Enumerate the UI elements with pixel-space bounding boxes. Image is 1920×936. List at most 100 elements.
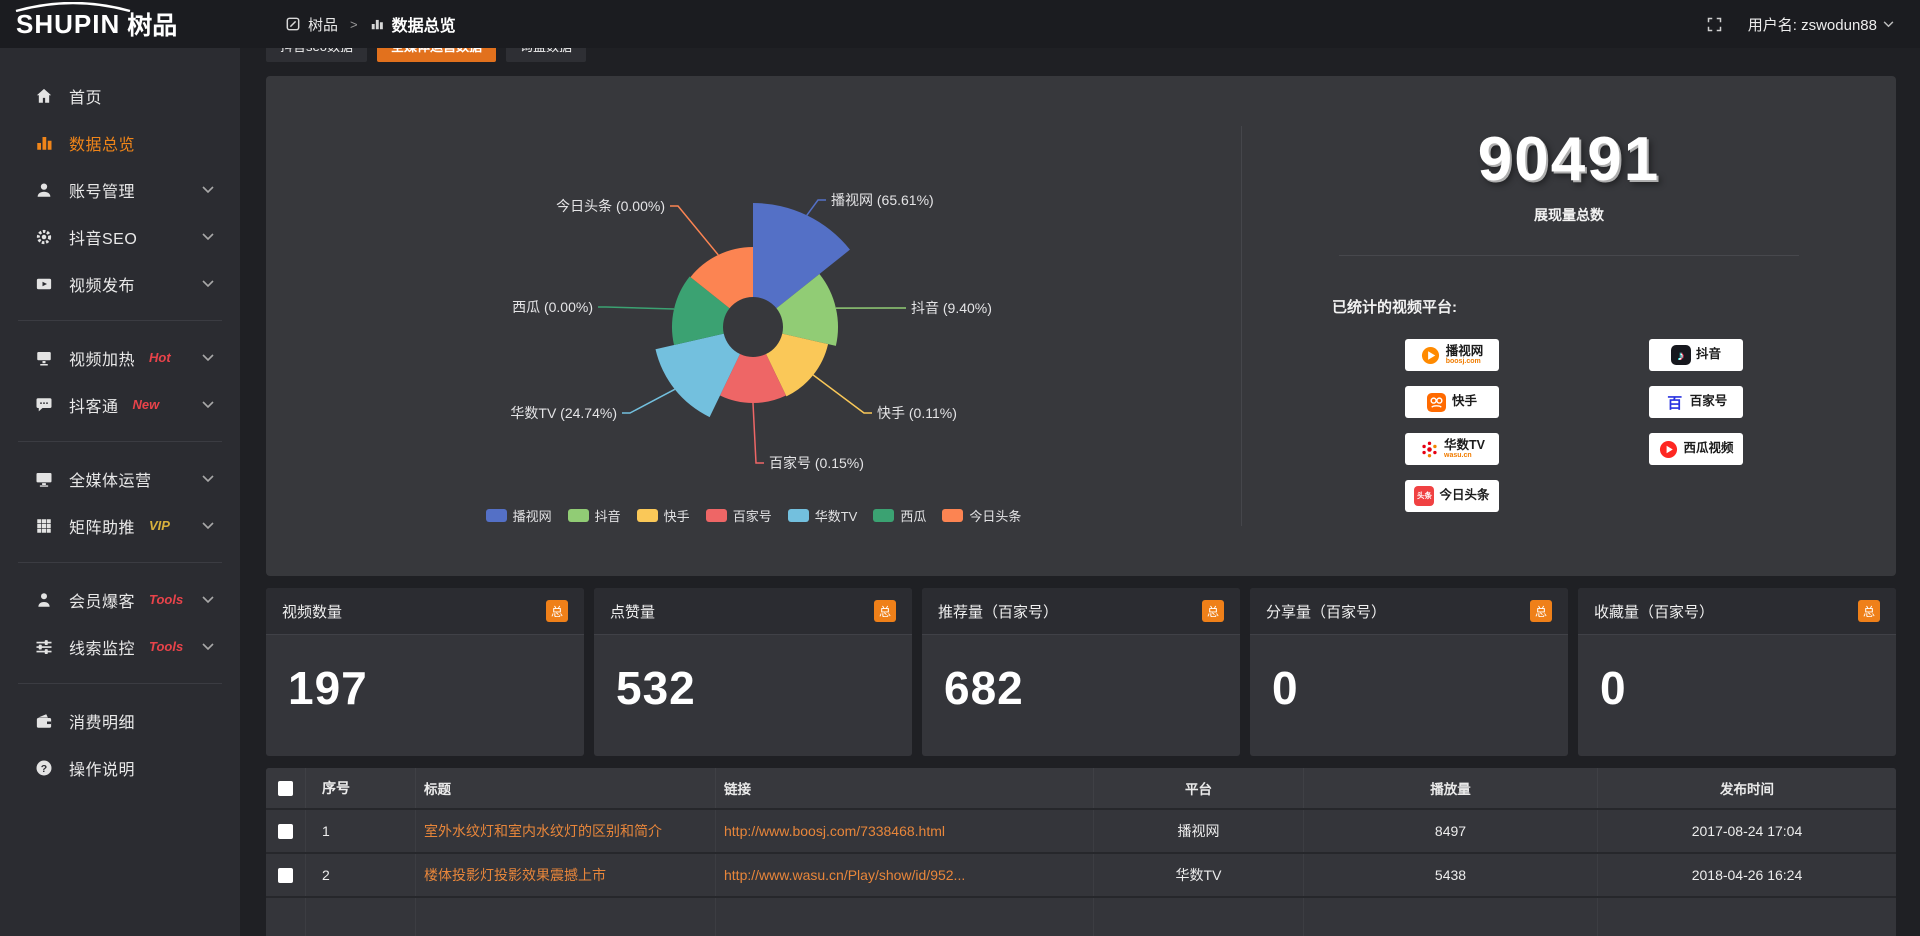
pie-label: 抖音 (9.40%) xyxy=(911,300,992,316)
card-title: 推荐量（百家号） xyxy=(938,603,1059,621)
pie-label-line xyxy=(812,374,872,414)
member-icon xyxy=(34,590,54,610)
cell-link[interactable]: http://www.boosj.com/7338468.html xyxy=(716,810,1094,852)
sidebar-item-label: 矩阵助推 xyxy=(69,519,136,537)
total-badge[interactable]: 总 xyxy=(1530,600,1552,622)
impressions-total-label: 展现量总数 xyxy=(1534,207,1604,223)
chevron-down-icon xyxy=(1883,20,1894,28)
sidebar-item-matrix-boost[interactable]: 矩阵助推 VIP xyxy=(0,502,240,549)
legend-item[interactable]: 百家号 xyxy=(705,506,772,525)
row-checkbox[interactable] xyxy=(278,823,293,839)
breadcrumb-current[interactable]: 数据总览 xyxy=(391,18,456,35)
platform-badge-toutiao: 头条 今日头条 xyxy=(1405,480,1499,512)
pie-slice-快手[interactable] xyxy=(766,333,829,397)
legend-item[interactable]: 快手 xyxy=(636,506,690,525)
main-content: 抖音seo数据 全媒体运营数据 询盘数据 播视网 (65.61%)抖音 (9.4… xyxy=(240,0,1920,936)
legend-label: 播视网 xyxy=(512,509,552,524)
col-header-plays: 播放量 xyxy=(1304,768,1598,808)
sidebar-item-help[interactable]: ? 操作说明 xyxy=(0,744,240,791)
douyin-logo-icon: ♪ xyxy=(1670,345,1691,365)
pie-label-line xyxy=(598,306,675,310)
select-all-checkbox[interactable] xyxy=(278,780,293,796)
pie-label: 播视网 (65.61%) xyxy=(831,192,934,208)
chevron-down-icon xyxy=(202,595,214,604)
pie-slice-华数TV[interactable] xyxy=(655,333,740,418)
platforms-grid: 播视网 boosj.com 快手 华数TV wasu.cn 头条 今日头条 xyxy=(1405,339,1896,512)
platform-sub: boosj.com xyxy=(1445,357,1481,365)
sidebar-item-member-burst[interactable]: 会员爆客 Tools xyxy=(0,576,240,623)
chevron-down-icon xyxy=(202,185,214,194)
cell-title[interactable]: 楼体投影灯投影效果震撼上市 xyxy=(416,854,716,896)
platform-badge-douyin: ♪ 抖音 xyxy=(1649,339,1743,371)
logo-arc-decoration xyxy=(15,2,131,12)
chevron-down-icon xyxy=(202,400,214,409)
legend-label: 西瓜 xyxy=(900,509,927,524)
pie-label-line xyxy=(806,199,826,216)
legend-item[interactable]: 今日头条 xyxy=(942,506,1021,525)
pie-slice-播视网[interactable] xyxy=(753,203,850,309)
platform-badge-kuaishou: 快手 xyxy=(1405,386,1499,418)
screen-heat-icon xyxy=(34,348,54,368)
cell-link[interactable]: http://www.wasu.cn/Play/show/id/952... xyxy=(716,854,1094,896)
platform-name: 播视网 xyxy=(1445,343,1484,358)
table-body: 1 室外水纹灯和室内水纹灯的区别和简介 http://www.boosj.com… xyxy=(266,808,1896,936)
cell-title[interactable]: 室外水纹灯和室内水纹灯的区别和简介 xyxy=(416,810,716,852)
platform-badge-boshiwang: 播视网 boosj.com xyxy=(1405,339,1499,371)
platform-name: 百家号 xyxy=(1689,394,1728,409)
sidebar-item-data-overview[interactable]: 数据总览 xyxy=(0,119,240,166)
legend-item[interactable]: 抖音 xyxy=(567,506,621,525)
breadcrumb-root[interactable]: 树品 xyxy=(308,16,339,34)
pie-slice-抖音[interactable] xyxy=(776,274,838,346)
cell-no: 1 xyxy=(306,810,416,852)
sidebar-item-video-heat[interactable]: 视频加热 Hot xyxy=(0,334,240,381)
row-checkbox[interactable] xyxy=(278,867,293,883)
logo-text-cn: 树品 xyxy=(127,12,178,40)
sidebar-item-label: 视频加热 xyxy=(69,351,136,369)
sidebar-item-doketong[interactable]: 抖客通 New xyxy=(0,381,240,428)
total-badge[interactable]: 总 xyxy=(546,600,568,622)
legend-swatch xyxy=(873,509,895,522)
platform-name: 快手 xyxy=(1451,394,1477,409)
platform-badge-xigua: 西瓜视频 xyxy=(1649,433,1743,465)
chart-panel: 播视网 (65.61%) 抖音 (9.40%) 快手 (0.11%) 百家号 (0.1… xyxy=(266,76,1896,576)
col-header-time: 发布时间 xyxy=(1720,782,1774,797)
pie-slice-今日头条[interactable] xyxy=(690,247,753,309)
stat-card-recommends: 推荐量（百家号） 总 682 xyxy=(922,588,1240,756)
platforms-right-column: ♪ 抖音 百 百家号 西瓜视频 xyxy=(1649,339,1743,512)
stat-cards: 视频数量 总 197 点赞量 总 532 推荐量（百家号） 总 682 分享量（百家号… xyxy=(266,588,1896,756)
total-badge[interactable]: 总 xyxy=(1202,600,1224,622)
pie-label: 华数TV (24.74%) xyxy=(510,405,617,421)
legend-item[interactable]: 西瓜 xyxy=(873,506,926,525)
pie-slice-百家号[interactable] xyxy=(720,354,786,403)
card-value: 0 xyxy=(1600,662,1627,714)
top-bar: SHUPIN 树品 树品 > 数据总览 用户名: zswodun88 xyxy=(0,0,1920,48)
sidebar-item-home[interactable]: 首页 xyxy=(0,72,240,119)
col-header-no: 序号 xyxy=(306,768,416,808)
sidebar-item-douyin-seo[interactable]: 抖音SEO xyxy=(0,213,240,260)
sidebar-item-lead-monitor[interactable]: 线索监控 Tools xyxy=(0,623,240,670)
sidebar-divider xyxy=(18,320,222,321)
sidebar-item-label: 消费明细 xyxy=(69,714,136,732)
cell-platform: 播视网 xyxy=(1094,810,1304,852)
legend-item[interactable]: 华数TV xyxy=(787,506,857,525)
sidebar-item-media-operation[interactable]: 全媒体运营 xyxy=(0,455,240,502)
total-badge[interactable]: 总 xyxy=(1858,600,1880,622)
edit-square-icon xyxy=(286,17,300,31)
sidebar-item-account[interactable]: 账号管理 xyxy=(0,166,240,213)
legend-label: 百家号 xyxy=(732,509,772,524)
card-value: 0 xyxy=(1272,662,1299,714)
fullscreen-icon[interactable] xyxy=(1707,17,1722,32)
legend-item[interactable]: 播视网 xyxy=(485,506,552,525)
card-title: 收藏量（百家号） xyxy=(1594,603,1715,621)
legend-label: 快手 xyxy=(663,509,690,524)
logo-text: SHUPIN xyxy=(16,8,121,39)
user-menu[interactable]: 用户名: zswodun88 xyxy=(1748,14,1894,35)
app-logo[interactable]: SHUPIN 树品 xyxy=(0,0,240,48)
platforms-title: 已统计的视频平台: xyxy=(1332,299,1457,316)
table-header-row: 序号 标题 链接 平台 播放量 发布时间 xyxy=(266,768,1896,808)
total-badge[interactable]: 总 xyxy=(874,600,896,622)
sidebar-divider xyxy=(18,441,222,442)
sidebar-item-video-publish[interactable]: 视频发布 xyxy=(0,260,240,307)
sidebar-item-spend-detail[interactable]: 消费明细 xyxy=(0,697,240,744)
pie-slice-西瓜[interactable] xyxy=(672,276,730,346)
